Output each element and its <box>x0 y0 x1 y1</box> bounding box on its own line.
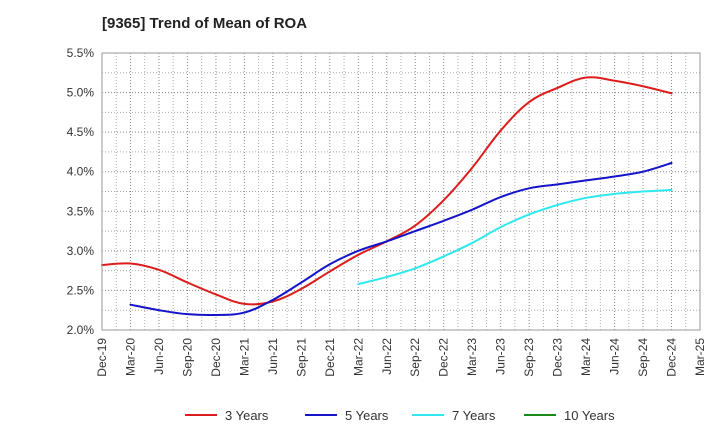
y-tick-label: 4.0% <box>67 165 95 179</box>
y-tick-label: 5.5% <box>67 46 95 60</box>
grid-lines <box>102 53 700 330</box>
y-tick-label: 3.5% <box>67 204 95 218</box>
x-tick-label: Mar-25 <box>693 338 707 376</box>
y-tick-label: 4.5% <box>67 125 95 139</box>
y-tick-label: 2.0% <box>67 323 95 337</box>
x-tick-label: Jun-23 <box>494 338 508 375</box>
legend-label-3-years: 3 Years <box>225 408 269 423</box>
y-tick-label: 2.5% <box>67 283 95 297</box>
series-line-3-years <box>101 76 673 306</box>
x-tick-label: Jun-21 <box>266 338 280 375</box>
x-tick-label: Sep-22 <box>408 338 422 377</box>
series-lines <box>101 76 673 317</box>
x-tick-label: Mar-24 <box>579 338 593 376</box>
x-axis: Dec-19 Mar-20 Jun-20 Sep-20 Dec-20 Mar-21 Jun-… <box>95 338 707 377</box>
x-tick-label: Sep-24 <box>636 338 650 377</box>
x-tick-label: Dec-19 <box>95 338 109 377</box>
legend: 3 Years 5 Years 7 Years 10 Years <box>185 408 615 423</box>
plot-frame <box>101 52 701 331</box>
series-line-5-years <box>129 162 673 317</box>
x-tick-label: Mar-21 <box>237 338 251 376</box>
x-tick-label: Mar-20 <box>123 338 137 376</box>
y-axis: 2.0% 2.5% 3.0% 3.5% 4.0% 4.5% 5.0% 5.5% <box>67 46 95 337</box>
x-tick-label: Dec-24 <box>665 338 679 377</box>
x-tick-label: Jun-22 <box>380 338 394 375</box>
chart-title: [9365] Trend of Mean of ROA <box>102 15 307 32</box>
x-tick-label: Jun-24 <box>608 338 622 375</box>
x-tick-label: Dec-21 <box>323 338 337 377</box>
x-tick-label: Mar-23 <box>465 338 479 376</box>
legend-label-5-years: 5 Years <box>345 408 389 423</box>
x-tick-label: Dec-20 <box>209 338 223 377</box>
y-tick-label: 3.0% <box>67 244 95 258</box>
x-tick-label: Sep-21 <box>294 338 308 377</box>
legend-label-10-years: 10 Years <box>564 408 615 423</box>
x-tick-label: Sep-20 <box>180 338 194 377</box>
series-line-7-years <box>357 188 673 286</box>
x-tick-label: Dec-23 <box>551 338 565 377</box>
legend-label-7-years: 7 Years <box>452 408 496 423</box>
y-tick-label: 5.0% <box>67 86 95 100</box>
x-tick-label: Jun-20 <box>152 338 166 375</box>
x-tick-label: Sep-23 <box>522 338 536 377</box>
x-tick-label: Mar-22 <box>351 338 365 376</box>
x-tick-label: Dec-22 <box>437 338 451 377</box>
